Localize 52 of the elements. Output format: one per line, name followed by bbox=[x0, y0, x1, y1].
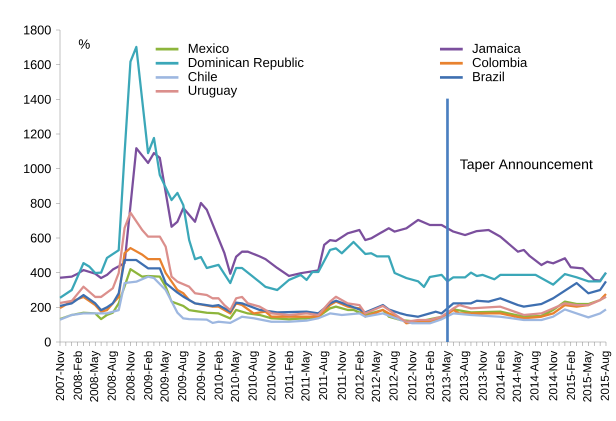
x-tick-label: 2009-May bbox=[160, 350, 171, 402]
x-tick-label: 2013-May bbox=[442, 350, 453, 402]
y-tick-label: 1200 bbox=[24, 130, 51, 138]
line-series bbox=[58, 212, 608, 323]
y-tick-label: 1000 bbox=[24, 164, 51, 174]
x-tick-label: 2008-Feb bbox=[73, 351, 82, 400]
x-tick-label: 2009-Aug bbox=[178, 351, 189, 400]
x-tick-label: 2015-May bbox=[583, 350, 594, 402]
x-tick-label: 2015-Feb bbox=[566, 351, 576, 400]
x-tick-label: 2012-May bbox=[372, 350, 382, 402]
x-tick-label: 2013-Feb bbox=[426, 351, 434, 400]
y-tick-label: 1800 bbox=[24, 26, 51, 34]
x-tick-label: 2011-Aug bbox=[318, 351, 330, 400]
legend-label: Dominican Republic bbox=[188, 58, 304, 70]
x-tick-label: 2010-Feb bbox=[214, 351, 223, 400]
legend-label: Uruguay bbox=[188, 86, 238, 98]
x-tick-label: 2015-Aug bbox=[600, 351, 612, 400]
y-tick-label: 1600 bbox=[24, 60, 51, 70]
y-tick-label: 600 bbox=[30, 234, 51, 242]
x-tick-label: 2010-Nov bbox=[267, 350, 276, 400]
y-tick-label: 200 bbox=[30, 302, 51, 312]
x-tick-label: 2014-May bbox=[512, 350, 524, 402]
x-tick-label: 2008-May bbox=[90, 350, 100, 402]
y-axis-title: % bbox=[78, 39, 90, 49]
x-tick-label: 2012-Aug bbox=[389, 351, 400, 400]
y-tick-label: 800 bbox=[30, 198, 51, 208]
x-tick-label: 2011-Nov bbox=[338, 350, 346, 400]
x-tick-label: 2014-Aug bbox=[530, 351, 541, 400]
x-tick-label: 2011-May bbox=[301, 350, 312, 401]
x-tick-label: 2008-Aug bbox=[108, 351, 118, 400]
x-tick-label: 2013-Aug bbox=[460, 351, 470, 400]
y-tick-label: 400 bbox=[30, 268, 51, 278]
legend-label: Jamaica bbox=[472, 43, 521, 53]
x-tick-label: 2009-Feb bbox=[144, 351, 152, 400]
x-tick-label: 2014-Feb bbox=[496, 351, 505, 400]
x-tick-label: 2007-Nov bbox=[56, 350, 64, 400]
legend-label: Colombia bbox=[472, 58, 528, 68]
legend-label: Mexico bbox=[188, 43, 229, 53]
y-tick-label: 0 bbox=[44, 338, 51, 346]
x-tick-label: 2010-Aug bbox=[248, 351, 259, 400]
x-tick-label: 2008-Nov bbox=[126, 350, 135, 400]
legend-label: Chile bbox=[188, 72, 217, 82]
x-tick-label: 2014-Nov bbox=[549, 350, 558, 400]
x-tick-label: 2011-Feb bbox=[284, 351, 294, 399]
x-tick-label: 2013-Nov bbox=[478, 350, 487, 400]
ref-line-label: Taper Announcement bbox=[460, 159, 593, 172]
x-tick-label: 2012-Nov bbox=[408, 350, 416, 400]
x-tick-label: 2009-Nov bbox=[196, 350, 205, 400]
legend-label: Brazil bbox=[473, 72, 504, 82]
x-tick-label: 2012-Feb bbox=[355, 351, 364, 400]
x-tick-label: 2010-May bbox=[230, 350, 242, 402]
y-tick-label: 1400 bbox=[24, 94, 51, 104]
